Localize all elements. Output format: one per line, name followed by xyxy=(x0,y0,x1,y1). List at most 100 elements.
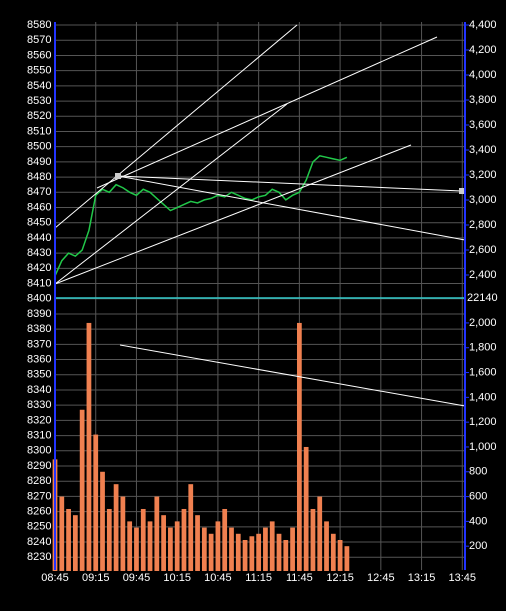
trend-line xyxy=(54,144,412,285)
trend-line xyxy=(119,344,466,407)
y3-tick-label: 200 xyxy=(469,540,487,552)
y-tick-label: 8390 xyxy=(27,308,51,320)
y-tick-label: 8530 xyxy=(27,95,51,107)
volume-bar xyxy=(256,533,262,571)
volume-bar xyxy=(235,533,241,571)
y-tick-label: 8330 xyxy=(27,399,51,411)
volume-bar xyxy=(201,527,207,571)
y-tick-label: 8290 xyxy=(27,460,51,472)
trend-line xyxy=(54,24,298,229)
volume-bar xyxy=(337,539,343,571)
y3-tick-label: 1,200 xyxy=(469,416,497,428)
y-tick-label: 8380 xyxy=(27,323,51,335)
y-tick-label: 8470 xyxy=(27,186,51,198)
volume-bar xyxy=(310,508,316,571)
volume-bar xyxy=(161,515,166,571)
y-tick-label: 8480 xyxy=(27,171,51,183)
x-tick-label: 12:45 xyxy=(367,572,395,584)
y-tick-label: 8300 xyxy=(27,445,51,457)
volume-bar xyxy=(154,496,160,571)
y-tick-label: 8450 xyxy=(27,217,51,229)
trend-line xyxy=(54,103,288,285)
volume-bar xyxy=(168,527,173,571)
y3-tick-label: 1,400 xyxy=(469,391,497,403)
y-tick-label: 8270 xyxy=(27,490,51,502)
y3-tick-label: 600 xyxy=(469,490,487,502)
x-tick-label: 13:45 xyxy=(449,572,477,584)
y-tick-label: 8430 xyxy=(27,247,51,259)
y-tick-label: 8280 xyxy=(27,475,51,487)
y-tick-label: 8230 xyxy=(27,551,51,563)
divider-label: 22140 xyxy=(467,292,498,304)
trend-line xyxy=(96,36,438,189)
volume-bar xyxy=(59,496,65,571)
volume-bar xyxy=(79,409,85,571)
y-tick-label: 8560 xyxy=(27,49,51,61)
y3-tick-label: 2,000 xyxy=(469,317,497,329)
y-tick-label: 8250 xyxy=(27,521,51,533)
y2-tick-label: 2,600 xyxy=(469,244,497,256)
y2-tick-label: 4,400 xyxy=(469,19,497,31)
volume-bar xyxy=(290,527,295,571)
volume-bar xyxy=(317,496,323,571)
y-tick-label: 8240 xyxy=(27,536,51,548)
y3-tick-label: 1,800 xyxy=(469,342,497,354)
x-tick-label: 09:45 xyxy=(123,572,151,584)
volume-bar xyxy=(106,508,112,571)
y-tick-label: 8360 xyxy=(27,353,51,365)
price-line xyxy=(54,154,348,277)
y3-tick-label: 1,000 xyxy=(469,441,497,453)
y-tick-label: 8520 xyxy=(27,110,51,122)
volume-bar xyxy=(113,484,119,571)
x-tick-label: 12:15 xyxy=(326,572,354,584)
y-tick-label: 8260 xyxy=(27,506,51,518)
volume-bar xyxy=(215,521,221,571)
y-tick-label: 8370 xyxy=(27,338,51,350)
volume-bar xyxy=(86,322,92,571)
volume-bar xyxy=(93,434,99,571)
volume-bar xyxy=(324,521,329,571)
volume-bar xyxy=(229,527,234,571)
trend-line xyxy=(117,175,466,241)
y2-tick-label: 3,400 xyxy=(469,144,497,156)
y-tick-label: 8460 xyxy=(27,201,51,213)
y3-tick-label: 800 xyxy=(469,466,487,478)
x-tick-label: 10:15 xyxy=(163,572,191,584)
volume-bar xyxy=(188,484,194,571)
y2-tick-label: 2,400 xyxy=(469,269,497,281)
y-tick-label: 8350 xyxy=(27,369,51,381)
volume-bar xyxy=(134,527,139,571)
volume-bar xyxy=(100,471,105,571)
y-tick-label: 8510 xyxy=(27,125,51,137)
y-tick-label: 8400 xyxy=(27,293,51,305)
y-tick-label: 8550 xyxy=(27,65,51,77)
y-tick-label: 8410 xyxy=(27,277,51,289)
volume-bar xyxy=(181,508,187,571)
y3-tick-label: 400 xyxy=(469,515,487,527)
trend-lines xyxy=(54,24,466,407)
volume-bar xyxy=(127,521,133,571)
y2-tick-label: 3,600 xyxy=(469,119,497,131)
y-tick-label: 8320 xyxy=(27,414,51,426)
volume-bar xyxy=(303,446,309,571)
volume-bar xyxy=(283,539,289,571)
y2-tick-label: 4,200 xyxy=(469,44,497,56)
y-tick-label: 8310 xyxy=(27,429,51,441)
y2-tick-label: 3,800 xyxy=(469,94,497,106)
y-tick-label: 8340 xyxy=(27,384,51,396)
x-tick-label: 13:15 xyxy=(408,572,436,584)
volume-bar xyxy=(242,539,248,571)
volume-bar xyxy=(344,546,350,571)
y-tick-label: 8580 xyxy=(27,19,51,31)
y-tick-label: 8500 xyxy=(27,141,51,153)
volume-bar xyxy=(174,521,180,571)
y-tick-label: 8570 xyxy=(27,34,51,46)
y2-tick-label: 3,000 xyxy=(469,194,497,206)
y-tick-label: 8540 xyxy=(27,80,51,92)
volume-bar xyxy=(208,533,214,571)
x-tick-label: 08:45 xyxy=(41,572,69,584)
volume-bar xyxy=(330,533,336,571)
x-tick-label: 11:45 xyxy=(286,572,313,584)
handle xyxy=(115,173,121,179)
